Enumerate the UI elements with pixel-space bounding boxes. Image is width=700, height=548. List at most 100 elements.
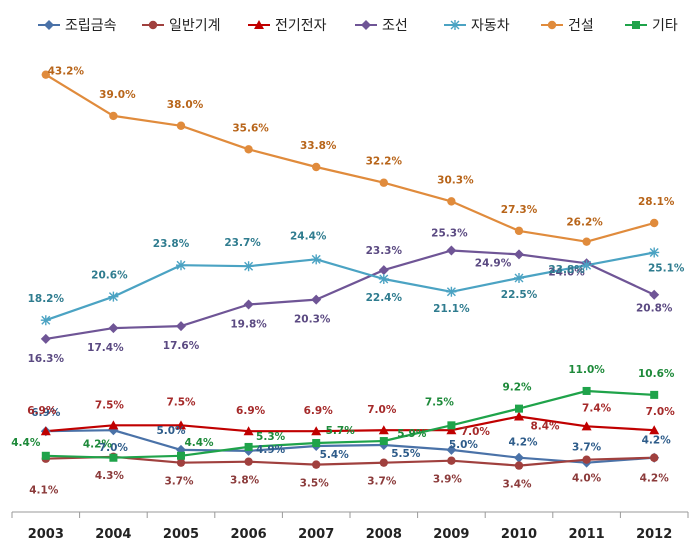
data-point <box>581 260 592 271</box>
legend-label: 조립금속 <box>65 18 117 34</box>
data-label: 17.6% <box>163 340 200 352</box>
data-point <box>650 390 659 399</box>
data-point <box>446 425 457 435</box>
data-point <box>379 178 388 187</box>
data-point <box>446 444 457 455</box>
legend-label: 일반기계 <box>169 18 221 34</box>
data-point <box>378 265 389 276</box>
data-label: 3.4% <box>502 479 532 491</box>
data-label: 23.8% <box>153 238 190 250</box>
data-point <box>108 323 119 334</box>
data-point <box>108 291 119 302</box>
legend: 조립금속 일반기계 전기전자 조선 자동차 건설 기타 <box>38 18 678 34</box>
data-point <box>446 245 457 256</box>
legend-marker <box>632 21 640 29</box>
data-label: 4.4% <box>11 437 41 449</box>
legend-item: 기타 <box>625 18 678 34</box>
data-point <box>379 458 388 467</box>
data-point <box>244 145 253 154</box>
legend-label: 조선 <box>382 18 408 34</box>
data-point <box>41 451 50 460</box>
data-point <box>312 439 321 448</box>
data-label: 6.9% <box>31 407 61 419</box>
data-point <box>176 321 186 332</box>
series-line <box>45 429 655 464</box>
data-label: 3.7% <box>367 476 397 488</box>
data-label: 7.0% <box>646 406 676 418</box>
data-point <box>581 421 592 431</box>
data-point <box>311 426 322 436</box>
x-tick-label: 2005 <box>163 527 199 542</box>
data-label: 20.3% <box>294 314 331 326</box>
legend-item: 자동차 <box>444 18 510 34</box>
x-tick-label: 2004 <box>95 527 131 542</box>
data-point <box>378 273 389 284</box>
data-point <box>582 386 591 395</box>
data-label: 26.2% <box>566 217 603 229</box>
data-point <box>311 254 322 265</box>
data-label: 23.3% <box>366 245 403 257</box>
data-point <box>243 426 254 436</box>
legend-label: 건설 <box>568 18 594 34</box>
legend-marker <box>361 20 371 30</box>
data-label: 4.2% <box>508 437 538 449</box>
data-label: 32.2% <box>366 156 403 168</box>
data-label: 7.5% <box>95 399 125 411</box>
data-label: 5.7% <box>326 425 356 437</box>
data-label: 28.1% <box>638 196 675 208</box>
data-point <box>311 294 322 305</box>
data-label: 43.2% <box>48 66 85 78</box>
data-label: 24.4% <box>290 230 327 242</box>
data-label: 22.4% <box>366 292 403 304</box>
data-point <box>243 261 254 272</box>
data-label: 4.0% <box>572 473 602 485</box>
data-point <box>514 452 524 463</box>
data-point <box>514 249 524 260</box>
data-label: 24.9% <box>475 257 512 269</box>
data-labels: 6.9%7.0%5.0%4.9% 5.4% 5.5%5.0% 4.2% 3.7%4.2%… <box>11 66 685 497</box>
data-point <box>649 289 660 300</box>
data-point <box>514 411 524 421</box>
data-label: 4.1% <box>29 485 59 497</box>
data-label: 3.9% <box>433 474 463 486</box>
data-label: 5.9% <box>397 428 427 440</box>
data-point <box>312 460 321 469</box>
legend-marker <box>450 20 460 30</box>
data-point <box>40 426 51 436</box>
legend-marker <box>148 20 158 30</box>
data-label: 5.4% <box>320 449 350 461</box>
data-point <box>176 420 186 430</box>
data-point <box>582 237 591 246</box>
data-label: 7.0% <box>99 442 129 454</box>
data-point <box>243 299 254 310</box>
data-label: 10.6% <box>638 368 675 380</box>
data-point <box>177 451 185 460</box>
data-label: 3.8% <box>230 475 260 487</box>
x-tick-label: 2006 <box>231 527 267 542</box>
data-label: 17.4% <box>87 342 124 354</box>
data-point <box>446 286 457 297</box>
data-label: 3.5% <box>300 478 330 490</box>
series-line <box>45 251 655 322</box>
data-label: 5.0% <box>449 439 479 451</box>
data-point <box>649 247 660 258</box>
data-label: 22.5% <box>501 289 538 301</box>
data-label: 39.0% <box>99 89 136 101</box>
data-point <box>649 425 660 435</box>
data-label: 6.9% <box>304 405 334 417</box>
data-point <box>582 455 591 464</box>
data-point <box>379 437 388 446</box>
data-label: 7.4% <box>582 402 612 414</box>
data-label: 30.3% <box>437 174 474 186</box>
data-label: 33.8% <box>300 140 337 152</box>
data-point <box>447 456 456 465</box>
data-point <box>40 333 51 344</box>
data-label: 20.8% <box>636 303 673 315</box>
data-label: 5.0% <box>156 425 186 437</box>
data-label: 7.5% <box>166 396 196 408</box>
legend-marker <box>547 20 557 30</box>
data-point <box>514 273 524 283</box>
x-tick-label: 2007 <box>298 527 334 542</box>
